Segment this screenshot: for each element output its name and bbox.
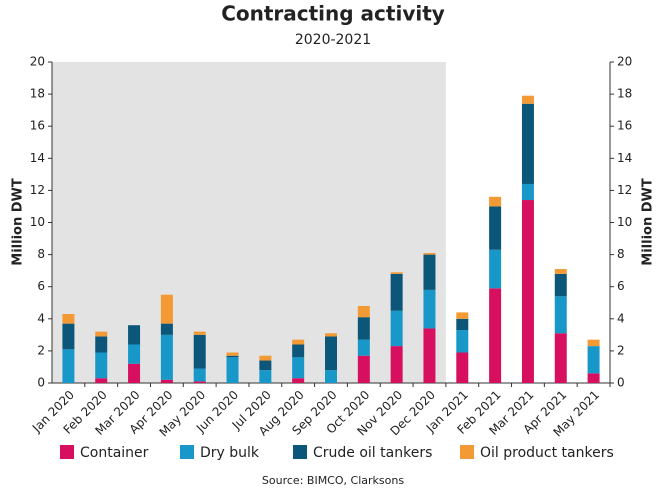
bar-segment (587, 339, 600, 347)
y-tick-label: 12 (30, 183, 45, 197)
y2-tick-label: 10 (617, 215, 632, 229)
bar-segment (193, 368, 206, 382)
bar-segment (390, 310, 403, 347)
bar-segment (554, 273, 567, 297)
bar-segment (554, 296, 567, 334)
bar-segment (259, 355, 272, 361)
bar-segment (357, 317, 370, 340)
y-tick-label: 10 (30, 215, 45, 229)
bar-segment (193, 331, 206, 335)
y-tick-label: 2 (37, 343, 45, 357)
bar-segment (489, 196, 502, 207)
y2-tick-label: 4 (617, 311, 625, 325)
bar-segment (390, 272, 403, 274)
legend-swatch (180, 445, 194, 459)
y-tick-label: 4 (37, 311, 45, 325)
bar-segment (587, 373, 600, 383)
bar-segment (489, 249, 502, 289)
y-tick-label: 0 (37, 376, 45, 390)
bar-segment (259, 360, 272, 371)
bar-segment (357, 339, 370, 356)
bar-segment (357, 355, 370, 383)
bar-segment (554, 333, 567, 383)
bar-segment (489, 288, 502, 383)
y2-tick-label: 16 (617, 119, 632, 133)
y2-axis-label: Million DWT (641, 178, 656, 266)
bar-segment (325, 336, 337, 371)
bar-segment (128, 363, 141, 383)
y-tick-label: 6 (37, 279, 45, 293)
bar-segment (128, 344, 141, 364)
bar-segment (193, 334, 206, 369)
bar-segment (357, 305, 370, 318)
bar-segment (587, 346, 600, 374)
y-tick-label: 18 (30, 87, 45, 101)
bar-segment (423, 289, 436, 329)
legend-swatch (460, 445, 474, 459)
y-tick-label: 8 (37, 247, 45, 261)
bar-segment (521, 200, 534, 383)
bar-segment (62, 323, 75, 350)
y2-tick-label: 12 (617, 183, 632, 197)
bar-segment (521, 103, 534, 184)
bar-segment (390, 273, 403, 311)
bar-segment (62, 313, 75, 324)
bar-segment (62, 349, 75, 383)
bar-segment (423, 328, 436, 383)
bar-segment (226, 357, 239, 383)
legend-label: Crude oil tankers (313, 445, 432, 461)
bar-segment (390, 346, 403, 383)
bar-segment (423, 252, 436, 255)
legend-swatch (60, 445, 74, 459)
bar-segment (292, 339, 305, 345)
y-tick-label: 14 (30, 151, 45, 165)
bar-segment (456, 330, 469, 353)
bar-segment (292, 357, 305, 379)
y2-tick-label: 18 (617, 87, 632, 101)
bar-segment (423, 254, 436, 290)
bar-segment (160, 334, 173, 380)
bar-segment (193, 381, 206, 383)
bar-segment (521, 183, 534, 201)
source: Source: BIMCO, Clarksons (262, 474, 404, 487)
bar-segment (325, 370, 337, 383)
bar-segment (160, 294, 173, 324)
bar-segment (128, 325, 141, 345)
bar-segment (325, 333, 337, 337)
y2-tick-label: 8 (617, 247, 625, 261)
legend-swatch (293, 445, 307, 459)
y2-tick-label: 2 (617, 343, 625, 357)
shaded-region (52, 62, 446, 383)
legend-label: Dry bulk (200, 445, 260, 461)
bar-segment (95, 336, 108, 353)
bar-segment (456, 318, 469, 331)
bar-segment (292, 378, 305, 383)
y2-tick-label: 6 (617, 279, 625, 293)
bar-segment (456, 352, 469, 383)
y-axis-label: Million DWT (11, 178, 26, 266)
y2-tick-label: 20 (617, 55, 632, 69)
bar-segment (95, 331, 108, 337)
chart-subtitle: 2020-2021 (295, 32, 371, 48)
legend-label: Container (80, 445, 149, 461)
bar-segment (160, 379, 173, 383)
bar-segment (521, 95, 534, 104)
bar-segment (226, 355, 239, 358)
bar-segment (292, 344, 305, 358)
bar-segment (456, 312, 469, 319)
y2-tick-label: 0 (617, 376, 625, 390)
bar-segment (259, 370, 272, 383)
bar-segment (554, 269, 567, 274)
bar-segment (226, 352, 239, 356)
bar-segment (489, 206, 502, 250)
y2-tick-label: 14 (617, 151, 632, 165)
bar-segment (160, 323, 173, 335)
bar-segment (95, 352, 108, 379)
y-tick-label: 20 (30, 55, 45, 69)
chart-title: Contracting activity (221, 2, 445, 26)
y-tick-label: 16 (30, 119, 45, 133)
bar-segment (95, 378, 108, 383)
legend-label: Oil product tankers (480, 445, 614, 461)
